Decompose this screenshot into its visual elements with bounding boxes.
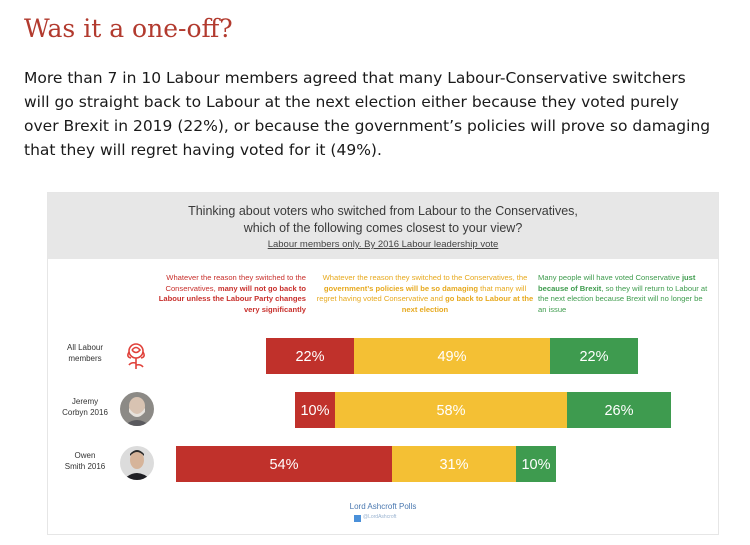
chart-header: Thinking about voters who switched from … [48,193,718,259]
chart-subtitle: Labour members only. By 2016 Labour lead… [267,239,499,250]
bar-segment-row0-series1 [354,338,550,374]
option-green-description: Many people will have voted Conservative… [538,273,708,314]
twitter-handle: @LordAshcroft [363,514,397,520]
bar-value-label: 31% [439,457,468,473]
corbyn-avatar [120,392,154,426]
bar-value-label: 22% [295,349,324,365]
row-label-line: All Labour [66,343,104,352]
chart-title-line1: Thinking about voters who switched from … [188,204,578,218]
bar-segment-row2-series0 [176,446,392,482]
page-heading: Was it a one-off? [24,14,233,43]
smith-avatar [120,446,154,480]
chart-title-line2: which of the following comes closest to … [243,221,523,235]
row-label-smith: Owen Smith 2016 [50,450,120,472]
intro-paragraph: More than 7 in 10 Labour members agreed … [24,69,711,159]
bar-value-label: 49% [437,349,466,365]
row-label-line: Smith 2016 [64,462,106,471]
stacked-bar-chart: 22% 49% 22% 10% 58% 26% 54% 31% 10% [176,338,671,482]
row-label-line: Corbyn 2016 [62,408,108,417]
row-label-line: members [68,354,102,363]
bar-value-label: 54% [269,457,298,473]
option-red-description: Whatever the reason they switched to the… [158,273,306,314]
bar-segment-row2-series2 [516,446,556,482]
source-credit: Lord Ashcroft Polls [349,502,417,511]
bar-value-label: 10% [521,457,550,473]
chart-card: Thinking about voters who switched from … [47,192,719,535]
bar-segment-row1-series2 [567,392,671,428]
bar-value-label: 10% [300,403,329,419]
bar-segment-row0-series2 [550,338,638,374]
option-yellow-description: Whatever the reason they switched to the… [316,273,534,314]
bar-segment-row1-series0 [295,392,335,428]
labour-rose-icon [127,343,145,369]
bar-segment-row0-series0 [266,338,354,374]
bar-segment-row1-series1 [335,392,567,428]
row-label-all-members: All Labour members [50,342,120,364]
bar-value-label: 58% [436,403,465,419]
row-label-line: Jeremy [71,397,99,406]
bar-value-label: 26% [604,403,633,419]
row-label-line: Owen [74,451,96,460]
bar-value-label: 22% [579,349,608,365]
row-label-corbyn: Jeremy Corbyn 2016 [50,396,120,418]
bar-segment-row2-series1 [392,446,516,482]
twitter-icon [354,515,361,522]
